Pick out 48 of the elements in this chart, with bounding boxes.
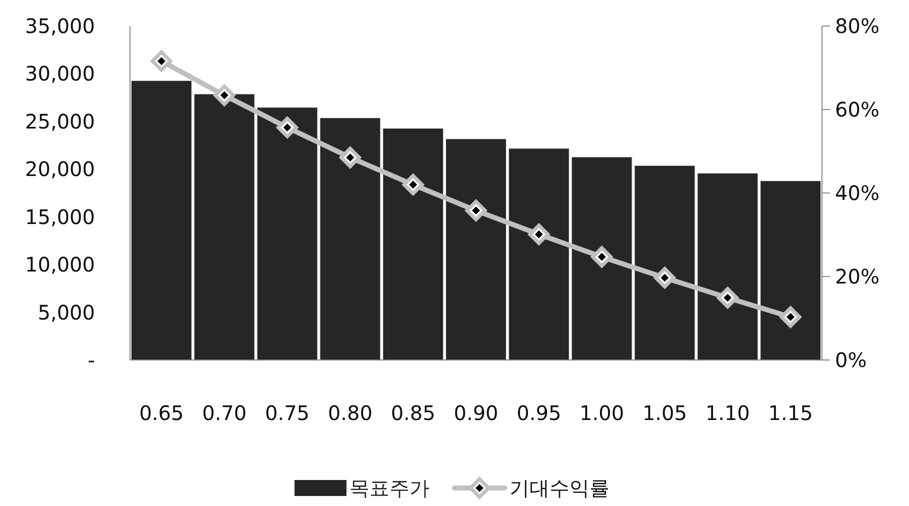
point [465,200,487,222]
x-tick-label: 0.80 [328,401,372,425]
y-tick-label: - [88,348,95,372]
point [716,287,738,309]
x-tick-label: 1.10 [705,401,750,425]
bar [130,80,192,360]
bar [634,164,696,360]
bar [760,180,822,360]
x-tick-label: 0.85 [390,401,436,425]
legend: 목표주가 기대수익률 [294,476,610,500]
y-tick-label: 35,000 [25,14,95,38]
x-tick-label: 0.65 [139,401,184,425]
y2-tick-label: 20% [835,264,880,288]
point [591,246,613,268]
y-tick-label: 25,000 [25,109,95,134]
point [150,50,172,72]
point [276,116,298,138]
x-tick-label: 0.75 [265,401,310,425]
point [214,84,236,106]
legend-label: 기대수익률 [510,476,610,500]
point [402,174,424,196]
y-tick-label: 15,000 [25,204,95,229]
x-tick-label: 1.15 [768,401,813,425]
x-tick-label: 0.95 [516,401,562,425]
x-tick-label: 0.70 [202,401,247,425]
bar [570,156,633,360]
bar [256,106,318,360]
y-tick-label: 20,000 [25,157,95,182]
y2-tick-label: 40% [835,181,880,205]
x-tick-label: 1.00 [580,401,624,425]
bar [508,148,570,360]
bar [319,117,382,360]
y-tick-label: 30,000 [25,62,95,86]
y2-tick-label: 60% [835,98,880,122]
bar [445,138,507,360]
y2-tick-label: 0% [835,348,867,372]
y2-tick-label: 80% [835,14,880,38]
bar [696,172,759,360]
point [780,306,802,328]
bar [382,128,444,360]
y-tick-label: 5,000 [38,300,95,324]
point [528,224,550,246]
point [339,146,361,168]
bar [193,93,256,360]
y-tick-label: 10,000 [25,252,95,277]
x-tick-label: 0.90 [454,401,498,425]
x-tick-label: 1.05 [642,401,687,425]
point [654,267,676,289]
